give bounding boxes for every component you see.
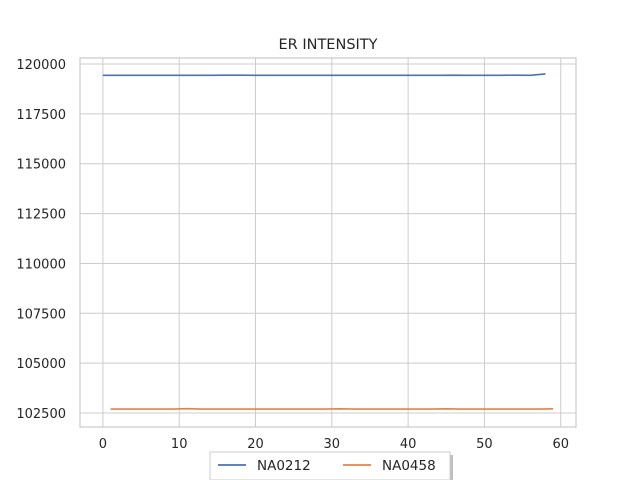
plot-area (102, 73, 554, 410)
legend-label: NA0212 (257, 458, 311, 474)
y-tick-label: 105000 (16, 357, 66, 372)
y-tick-label: 120000 (16, 58, 66, 73)
x-tick-label: 30 (324, 437, 341, 452)
y-tick-label: 107500 (16, 307, 66, 322)
legend-box (209, 451, 451, 480)
legend-label: NA0458 (382, 458, 436, 474)
y-tick-label: 110000 (16, 257, 66, 272)
y-tick-label: 117500 (16, 108, 66, 123)
x-tick-label: 20 (247, 437, 264, 452)
x-tick-label: 60 (552, 437, 569, 452)
x-tick-label: 40 (400, 437, 417, 452)
plot-frame (79, 57, 577, 428)
x-tick-label: 0 (99, 437, 107, 452)
x-tick-label: 10 (171, 437, 188, 452)
y-tick-label: 115000 (16, 158, 66, 173)
axes: 0 10 20 30 40 50 60 102500 105000 107500 110000 112… (16, 57, 577, 452)
x-tick-label: 50 (476, 437, 493, 452)
y-tick-label: 112500 (16, 208, 66, 223)
legend: NA0212 NA0458 (209, 451, 453, 480)
y-tick-label: 102500 (16, 407, 66, 422)
series-line-na0212 (102, 73, 546, 77)
grid (80, 58, 576, 427)
chart-title: ER INTENSITY (278, 37, 377, 53)
